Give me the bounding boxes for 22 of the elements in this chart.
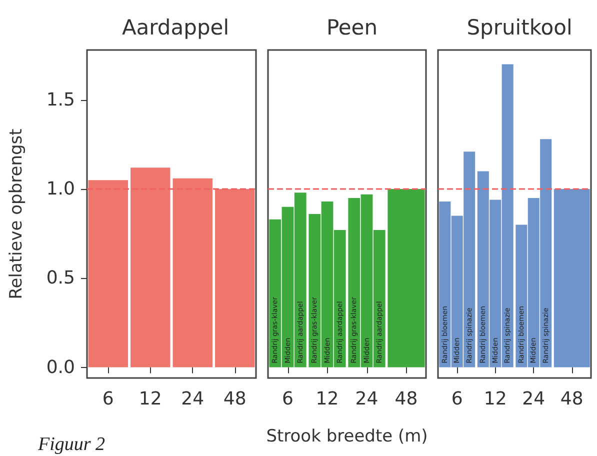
x-axis-title: Strook breedte (m) xyxy=(266,426,428,446)
x-tick-label: 48 xyxy=(223,388,246,410)
x-tick-label: 24 xyxy=(181,388,204,410)
x-tick-label: 48 xyxy=(560,388,584,410)
y-tick-label: 0.0 xyxy=(46,356,75,378)
y-tick-label: 1.0 xyxy=(46,178,75,200)
y-axis-title: Relatieve opbrengst xyxy=(6,128,26,300)
x-tick-label: 24 xyxy=(355,388,378,410)
x-tick-label: 6 xyxy=(282,388,294,410)
x-tick-label: 12 xyxy=(138,388,162,410)
chart-title: Aardappel xyxy=(122,16,230,40)
chart-title: Peen xyxy=(326,16,378,40)
x-tick-label: 12 xyxy=(316,388,339,410)
x-tick-label: 6 xyxy=(451,388,463,410)
text: Figuur 2 xyxy=(37,434,106,455)
chart-title: Spruitkool xyxy=(466,16,572,40)
x-tick-label: 6 xyxy=(102,388,114,410)
x-tick-label: 48 xyxy=(394,388,418,410)
y-tick-label: 0.5 xyxy=(46,268,75,289)
y-tick-label: 1.5 xyxy=(46,89,75,110)
x-tick-label: 24 xyxy=(522,388,546,410)
x-tick-label: 12 xyxy=(484,388,507,410)
